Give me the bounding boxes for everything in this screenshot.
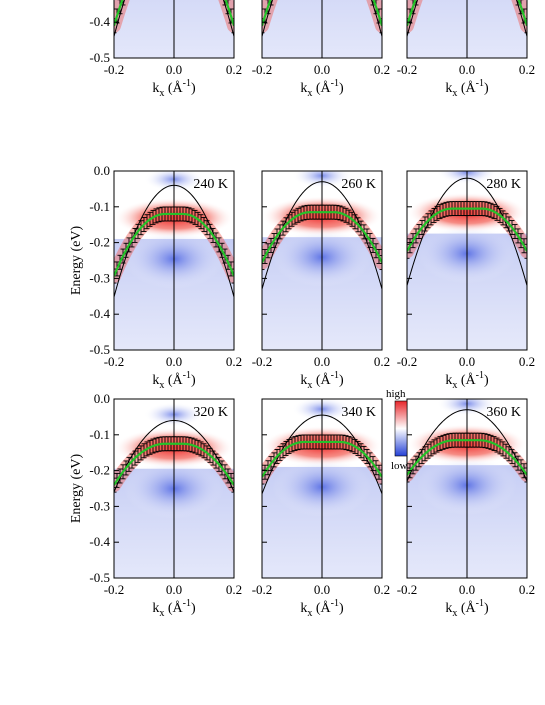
y-tick-label: -0.1 <box>89 199 110 214</box>
x-tick-label: -0.2 <box>252 582 273 597</box>
fit-line <box>114 442 234 486</box>
y-tick-label: -0.3 <box>89 498 110 513</box>
x-axis-label: kx (Å-1) <box>445 598 489 619</box>
x-axis-label: kx (Å-1) <box>152 370 196 391</box>
temperature-label: 280 K <box>486 177 521 192</box>
x-tick-label: -0.2 <box>104 354 125 369</box>
y-tick-label: -0.4 <box>89 306 110 321</box>
x-tick-label: 0.0 <box>459 582 475 597</box>
temperature-label: 340 K <box>341 405 376 420</box>
y-tick-label: -0.5 <box>89 50 110 65</box>
x-tick-label: -0.2 <box>397 582 418 597</box>
panel-1: -0.20.00.2kx (Å-1)-0.2-0.3-0.4-0.5Energy… <box>89 0 242 99</box>
x-axis-label: kx (Å-1) <box>152 78 196 99</box>
x-tick-label: 0.2 <box>226 582 242 597</box>
x-tick-label: -0.2 <box>252 62 273 77</box>
heatmap <box>407 0 527 58</box>
x-axis-label: kx (Å-1) <box>300 598 344 619</box>
y-tick-label: -0.5 <box>89 570 110 585</box>
colorbar-gradient <box>394 400 408 457</box>
x-axis-label: kx (Å-1) <box>445 78 489 99</box>
x-tick-label: 0.2 <box>374 62 390 77</box>
panel-2: -0.2 0.0 0.2 kx (Å-1) <box>252 0 390 99</box>
panel-9: 360 K -0.2 0.0 0.2 kx (Å-1) <box>397 398 535 619</box>
panel-3: -0.2 0.0 0.2 kx (Å-1) <box>397 0 535 99</box>
colorbar: high low <box>386 388 408 472</box>
heatmap <box>407 399 527 578</box>
x-tick-label: 0.2 <box>226 62 242 77</box>
y-tick-label: -0.4 <box>89 14 110 29</box>
heatmap <box>114 171 234 350</box>
fit-line <box>114 212 234 277</box>
y-axis-label: Energy (eV) <box>69 454 84 524</box>
colorbar-low-label: low <box>391 460 408 472</box>
temperature-label: 260 K <box>341 177 376 192</box>
fit-line <box>262 211 382 264</box>
temperature-label: 320 K <box>193 405 228 420</box>
y-tick-label: -0.3 <box>89 270 110 285</box>
x-tick-label: 0.2 <box>519 62 535 77</box>
x-tick-label: 0.2 <box>374 582 390 597</box>
y-tick-label: 0.0 <box>94 391 110 406</box>
x-tick-label: 0.0 <box>314 62 330 77</box>
x-tick-label: 0.2 <box>519 582 535 597</box>
x-tick-label: 0.0 <box>166 582 182 597</box>
x-tick-label: 0.0 <box>166 354 182 369</box>
x-tick-label: -0.2 <box>397 354 418 369</box>
x-axis-label: kx (Å-1) <box>300 78 344 99</box>
x-tick-label: 0.2 <box>374 354 390 369</box>
x-axis-label: kx (Å-1) <box>445 370 489 391</box>
x-axis-label: kx (Å-1) <box>300 370 344 391</box>
y-tick-label: -0.1 <box>89 427 110 442</box>
heatmap <box>114 399 234 578</box>
heatmap <box>407 171 527 350</box>
heatmap <box>262 171 382 350</box>
y-tick-label: 0.0 <box>94 163 110 178</box>
panel-6: 280 K -0.2 0.0 0.2 kx (Å-1) <box>397 170 535 391</box>
heatmap <box>262 399 382 578</box>
panel-4: 240 K-0.2 0.0 0.2kx (Å-1)0.0-0.1-0.2-0.3-0… <box>69 163 242 391</box>
fit-line <box>407 439 527 476</box>
x-tick-label: 0.0 <box>314 354 330 369</box>
x-tick-label: -0.2 <box>104 582 125 597</box>
fit-line <box>262 440 382 478</box>
panel-8: 340 K -0.2 0.0 0.2 kx (Å-1) <box>252 398 390 619</box>
x-axis-label: kx (Å-1) <box>152 598 196 619</box>
x-tick-label: 0.2 <box>226 354 242 369</box>
x-tick-label: 0.0 <box>314 582 330 597</box>
x-tick-label: -0.2 <box>397 62 418 77</box>
x-tick-label: -0.2 <box>252 354 273 369</box>
heatmap <box>262 0 382 58</box>
x-tick-label: 0.0 <box>459 354 475 369</box>
y-axis-label: Energy (eV) <box>69 226 84 296</box>
y-tick-label: -0.2 <box>89 463 110 478</box>
panel-7: 320 K-0.2 0.0 0.2kx (Å-1)0.0-0.1-0.2-0.3-0… <box>69 391 242 619</box>
x-tick-label: -0.2 <box>104 62 125 77</box>
heatmap <box>114 0 234 58</box>
x-tick-label: 0.0 <box>166 62 182 77</box>
y-tick-label: -0.4 <box>89 534 110 549</box>
x-tick-label: 0.0 <box>459 62 475 77</box>
temperature-label: 360 K <box>486 405 521 420</box>
y-tick-label: -0.2 <box>89 235 110 250</box>
panel-5: 260 K -0.2 0.0 0.2 kx (Å-1) <box>252 170 390 391</box>
x-tick-label: 0.2 <box>519 354 535 369</box>
colorbar-high-label: high <box>386 388 406 400</box>
y-tick-label: -0.5 <box>89 342 110 357</box>
fit-line <box>407 207 527 252</box>
temperature-label: 240 K <box>193 177 228 192</box>
